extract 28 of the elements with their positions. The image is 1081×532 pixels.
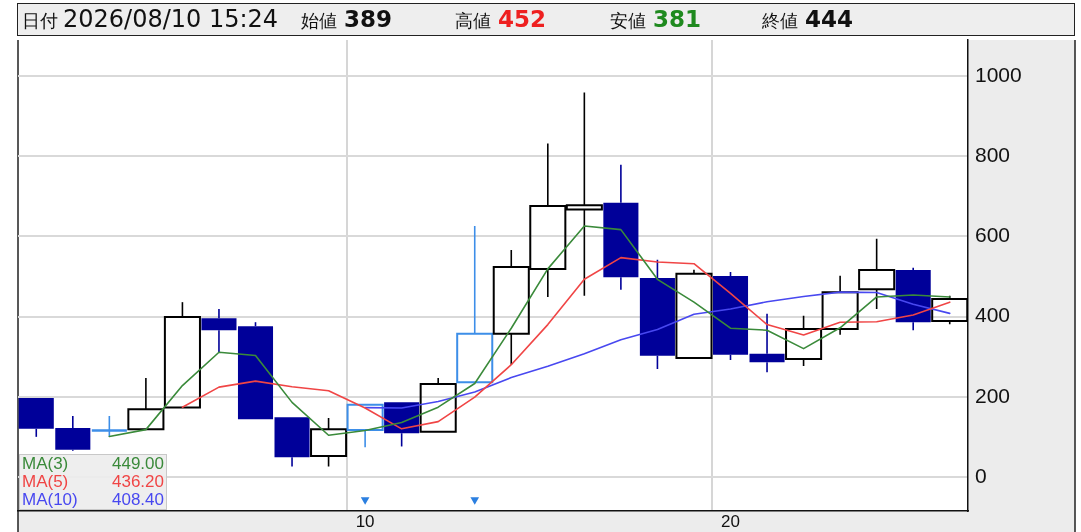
candlestick (456, 225, 494, 384)
text: MA(10) (22, 490, 78, 509)
text: 始値 389 高値 452 安値 381 終値 444 (301, 6, 854, 32)
candlestick (127, 377, 165, 431)
candlestick (90, 415, 129, 438)
text: MA(3) (22, 454, 69, 473)
candlestick (603, 163, 639, 291)
candlestick (346, 403, 384, 449)
candlestick (639, 258, 675, 370)
annotation: 408.40 (112, 490, 164, 509)
y-tick-label: 0 (975, 463, 987, 487)
text: MA(5) (22, 472, 69, 491)
annotation: 436.20 (112, 472, 164, 491)
x-tick-label: 10 (355, 511, 375, 531)
candlestick (749, 312, 785, 374)
y-tick-label: 200 (975, 383, 1011, 407)
x-tick-label: 20 (721, 511, 740, 531)
annotation: 449.00 (112, 454, 164, 473)
y-tick-label: 400 (975, 303, 1011, 327)
chart-title: 日付 2026/08/10 15:24 (22, 4, 279, 35)
y-tick-label: 600 (975, 223, 1011, 247)
candlestick (310, 417, 348, 468)
candlestick (419, 377, 457, 433)
candlestick (675, 268, 713, 359)
y-tick-label: 1000 (975, 62, 1022, 86)
candlestick (785, 314, 823, 367)
candlestick (274, 417, 310, 468)
y-tick-label: 800 (975, 143, 1011, 167)
